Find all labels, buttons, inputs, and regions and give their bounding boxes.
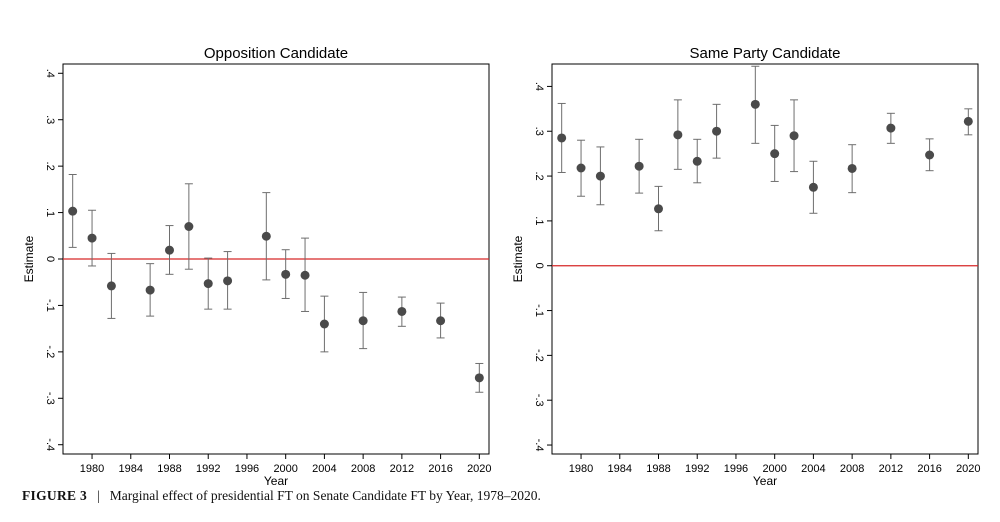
chart-2-y-tick-label: -.3 (533, 394, 545, 407)
chart-2-x-tick-label: 2016 (917, 463, 941, 475)
caption-separator: | (97, 488, 100, 503)
chart-1-x-tick-label: 1992 (196, 463, 220, 475)
chart-1-point-1990 (184, 222, 194, 231)
chart-1-point-2002 (300, 270, 310, 280)
chart-1-point-2008 (358, 316, 368, 326)
chart-2-y-tick-label: .1 (533, 216, 545, 225)
chart-1-point-1986 (145, 285, 155, 295)
chart-2-y-tick-label: .4 (533, 82, 545, 91)
chart-2-point-2002 (789, 131, 799, 141)
chart-2-point-1990 (673, 130, 683, 140)
chart-2-point-1978 (557, 133, 567, 143)
chart-2-point-1980 (576, 163, 586, 173)
chart-2-x-tick-label: 1984 (608, 463, 632, 475)
chart-1-y-tick-label: .4 (44, 69, 56, 78)
chart-2-point-1998 (750, 99, 760, 109)
chart-1-x-tick-label: 1980 (80, 463, 104, 475)
chart-2-x-tick-label: 2020 (956, 463, 980, 475)
chart-1-x-tick-label: 1988 (157, 463, 181, 475)
chart-1-point-2016 (436, 316, 446, 326)
chart-2-point-1986 (634, 161, 644, 171)
chart-1-y-tick-label: .2 (44, 162, 56, 171)
chart-1-x-tick-label: 2020 (467, 463, 491, 475)
chart-2-y-tick-label: -.4 (533, 439, 545, 452)
caption-text: Marginal effect of presidential FT on Se… (109, 488, 541, 503)
chart-2-x-axis-label: Year (753, 474, 777, 488)
chart-1-y-axis-label: Estimate (22, 235, 36, 282)
chart-2-y-axis-label: Estimate (511, 235, 525, 282)
chart-1-y-tick-label: -.3 (44, 392, 56, 405)
chart-2-point-2012 (886, 123, 896, 133)
chart-1-x-tick-label: 2000 (273, 463, 297, 475)
chart-1-x-tick-label: 1984 (119, 463, 143, 475)
chart-2-point-1982 (595, 171, 605, 181)
chart-1-point-1992 (203, 279, 213, 289)
chart-1-y-tick-label: -.4 (44, 438, 56, 451)
chart-2-group: Same Party Candidate -.4 -.3 -.2 -.1 0 .1 .2 .3.… (511, 45, 981, 488)
chart-1-point-1980 (87, 233, 97, 243)
chart-1-x-tick-label: 2004 (312, 463, 336, 475)
chart-1-y-tick-label: 0 (44, 256, 56, 262)
chart-1-point-1998 (261, 231, 271, 241)
chart-1-point-1978 (68, 206, 78, 216)
chart-1-point-2020 (474, 373, 484, 383)
chart-1-y-tick-label: -.2 (44, 345, 56, 358)
figure-caption: FIGURE 3 | Marginal effect of presidential… (22, 488, 541, 504)
chart-1-point-2000 (281, 269, 291, 279)
chart-1-x-tick-label: 2012 (390, 463, 414, 475)
chart-1-point-2012 (397, 306, 407, 316)
chart-1-point-2004 (319, 319, 329, 329)
chart-2-x-tick-label: 2012 (879, 463, 903, 475)
chart-2-y-tick-label: .3 (533, 127, 545, 136)
chart-2-x-tick-label: 2004 (801, 463, 825, 475)
chart-1-y-tick-label: .3 (44, 115, 56, 124)
chart-2-point-1992 (692, 156, 702, 166)
caption-label: FIGURE 3 (22, 488, 88, 503)
chart-1-x-axis-label: Year (264, 474, 288, 488)
chart-2-point-1988 (654, 204, 663, 214)
chart-2-point-2004 (808, 182, 818, 192)
chart-2-x-tick-label: 1988 (646, 463, 670, 475)
chart-2-point-2008 (847, 163, 857, 173)
chart-1-x-tick-label: 2008 (351, 463, 375, 475)
chart-2-title: Same Party Candidate (690, 45, 841, 62)
chart-1-title: Opposition Candidate (204, 45, 348, 62)
chart-1-group: Opposition Candidate -.4 -.3 -.2 -.1 0 .1 .2 .3.… (22, 45, 492, 488)
chart-1-point-1982 (106, 281, 116, 291)
chart-2-point-2000 (770, 149, 780, 159)
chart-2-point-1994 (712, 126, 722, 136)
chart-1-y-tick-label: -.1 (44, 299, 56, 312)
chart-2-x-tick-label: 1996 (724, 463, 748, 475)
chart-1-y-tick-label: .1 (44, 208, 56, 217)
chart-2-x-tick-label: 1980 (569, 463, 593, 475)
chart-2-plot-frame (551, 63, 979, 455)
chart-2-x-tick-label: 2008 (840, 463, 864, 475)
chart-1-point-1988 (165, 245, 174, 255)
chart-2-x-tick-label: 1992 (685, 463, 709, 475)
chart-1-x-tick-label: 2016 (428, 463, 452, 475)
chart-2-point-2016 (925, 150, 935, 160)
chart-1-point-1994 (223, 276, 233, 286)
chart-2-point-2020 (963, 116, 973, 126)
chart-2-x-tick-label: 2000 (762, 463, 786, 475)
chart-1-x-tick-label: 1996 (235, 463, 259, 475)
chart-2-y-tick-label: -.2 (533, 349, 545, 362)
chart-2-y-tick-label: .2 (533, 171, 545, 180)
chart-2-y-tick-label: -.1 (533, 304, 545, 317)
chart-2-y-tick-label: 0 (533, 263, 545, 269)
